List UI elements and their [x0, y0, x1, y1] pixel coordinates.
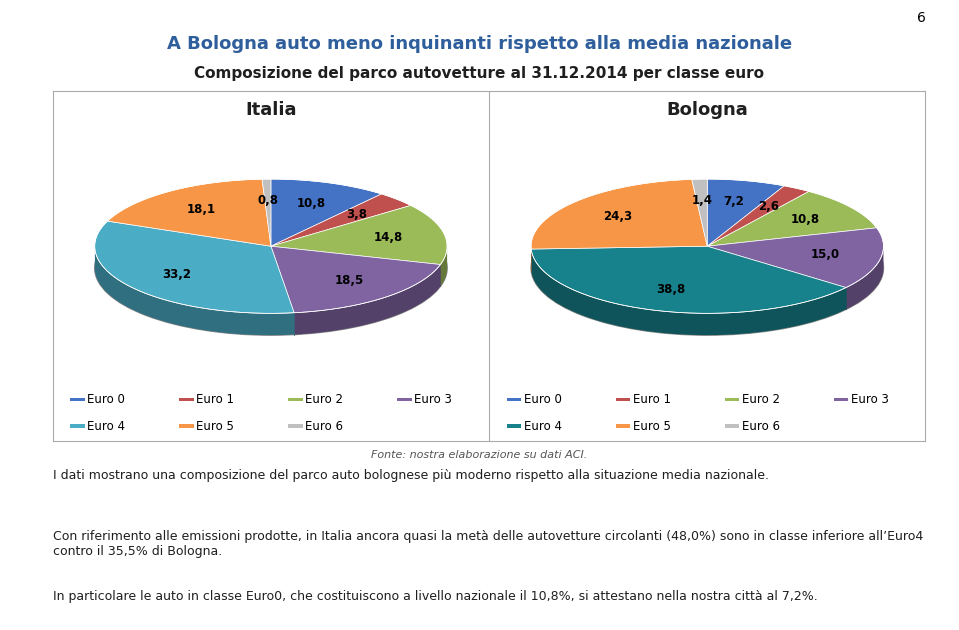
Polygon shape: [271, 205, 447, 265]
Bar: [289, 425, 303, 428]
Text: I dati mostrano una composizione del parco auto bolognese più moderno rispetto a: I dati mostrano una composizione del par…: [53, 469, 769, 483]
Text: In particolare le auto in classe Euro0, che costituiscono a livello nazionale il: In particolare le auto in classe Euro0, …: [53, 590, 817, 604]
Polygon shape: [691, 179, 708, 246]
Polygon shape: [262, 179, 271, 246]
Text: 0,8: 0,8: [257, 194, 278, 207]
Text: Euro 3: Euro 3: [414, 392, 453, 406]
Polygon shape: [531, 249, 846, 335]
Bar: [616, 425, 630, 428]
Text: Euro 0: Euro 0: [524, 392, 561, 406]
Text: 6: 6: [917, 11, 925, 25]
Polygon shape: [708, 179, 784, 246]
Text: Euro 5: Euro 5: [633, 420, 670, 433]
Text: 14,8: 14,8: [374, 231, 403, 244]
Text: Euro 4: Euro 4: [524, 420, 562, 433]
Polygon shape: [271, 246, 440, 312]
Bar: [725, 398, 739, 401]
Text: 18,1: 18,1: [187, 202, 216, 215]
Text: Euro 2: Euro 2: [305, 392, 343, 406]
Polygon shape: [271, 194, 410, 246]
Bar: [70, 398, 84, 401]
Text: 10,8: 10,8: [296, 197, 325, 210]
Polygon shape: [95, 249, 294, 335]
Polygon shape: [271, 179, 382, 246]
Polygon shape: [531, 246, 846, 313]
Text: A Bologna auto meno inquinanti rispetto alla media nazionale: A Bologna auto meno inquinanti rispetto …: [167, 35, 792, 53]
Bar: [397, 398, 411, 401]
Text: Euro 5: Euro 5: [197, 420, 234, 433]
Title: Italia: Italia: [246, 101, 296, 119]
Text: 2,6: 2,6: [758, 200, 779, 214]
Text: Con riferimento alle emissioni prodotte, in Italia ancora quasi la metà delle au: Con riferimento alle emissioni prodotte,…: [53, 530, 923, 558]
Polygon shape: [708, 186, 809, 246]
Text: Euro 4: Euro 4: [87, 420, 126, 433]
Text: 1,4: 1,4: [691, 194, 713, 207]
Bar: [179, 398, 194, 401]
Polygon shape: [531, 180, 708, 249]
Text: Euro 3: Euro 3: [851, 392, 889, 406]
Bar: [833, 398, 848, 401]
Text: 15,0: 15,0: [810, 248, 839, 261]
Bar: [179, 425, 194, 428]
Text: Euro 0: Euro 0: [87, 392, 125, 406]
Bar: [506, 398, 521, 401]
Text: 33,2: 33,2: [162, 268, 191, 281]
Polygon shape: [95, 221, 294, 313]
Text: 10,8: 10,8: [790, 214, 820, 226]
Text: Euro 1: Euro 1: [197, 392, 234, 406]
Bar: [616, 398, 630, 401]
Text: 38,8: 38,8: [656, 283, 686, 296]
Text: 3,8: 3,8: [346, 208, 367, 221]
Text: 24,3: 24,3: [602, 210, 632, 222]
Text: Euro 2: Euro 2: [741, 392, 780, 406]
Bar: [506, 425, 521, 428]
Text: Euro 1: Euro 1: [633, 392, 670, 406]
Polygon shape: [294, 265, 440, 335]
Polygon shape: [846, 247, 883, 309]
Text: 7,2: 7,2: [724, 195, 744, 209]
Polygon shape: [440, 248, 447, 287]
Text: Fonte: nostra elaborazione su dati ACI.: Fonte: nostra elaborazione su dati ACI.: [371, 450, 588, 461]
Text: Euro 6: Euro 6: [741, 420, 780, 433]
Text: Euro 6: Euro 6: [305, 420, 343, 433]
Text: 18,5: 18,5: [335, 274, 363, 287]
Bar: [70, 425, 84, 428]
Ellipse shape: [531, 201, 883, 335]
Title: Bologna: Bologna: [667, 101, 748, 119]
Polygon shape: [708, 192, 877, 246]
Polygon shape: [107, 179, 271, 246]
Text: Composizione del parco autovetture al 31.12.2014 per classe euro: Composizione del parco autovetture al 31…: [195, 66, 764, 81]
Polygon shape: [708, 228, 883, 287]
Ellipse shape: [95, 201, 447, 335]
Bar: [289, 398, 303, 401]
Bar: [725, 425, 739, 428]
